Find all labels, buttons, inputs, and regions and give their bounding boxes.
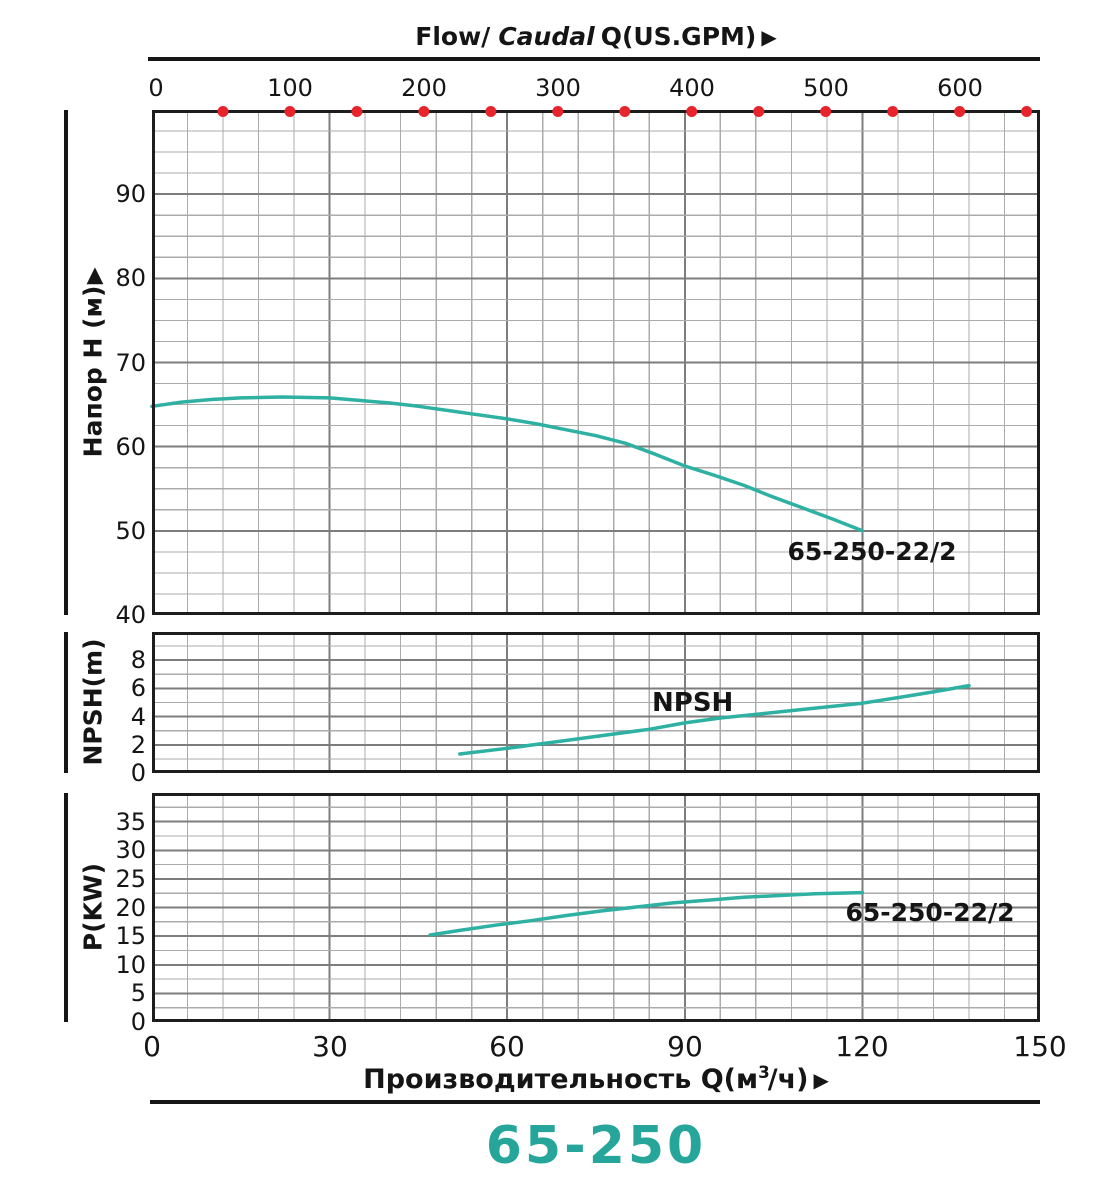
ytick-p-label: 0 (130, 1008, 146, 1036)
bottom-axis-title: Производительность Q(м3/ч) ▶ (152, 1062, 1040, 1095)
gpm-tick-label: 600 (937, 74, 983, 102)
gpm-tick-label: 0 (148, 74, 164, 102)
ytick-p-label: 30 (115, 836, 146, 864)
gpm-tick-label: 500 (803, 74, 849, 102)
top-axis-title-unit: Q(US.GPM) (600, 22, 757, 51)
flow-tick-label: 60 (489, 1030, 525, 1063)
power-curve-label: 65-250-22/2 (845, 898, 1015, 927)
flow-tick-label: 90 (667, 1030, 703, 1063)
ytick-head-label: 70 (115, 349, 146, 377)
flow-tick-label: 30 (312, 1030, 348, 1063)
gpm-tick-label: 100 (267, 74, 313, 102)
ytick-npsh-label: 6 (130, 674, 146, 702)
flow-tick-label: 0 (143, 1030, 161, 1063)
flow-tick-label: 120 (835, 1030, 889, 1063)
head-axis-bracket (64, 110, 68, 615)
up-arrow-icon: ▲ (86, 262, 104, 288)
gpm-tick-label: 200 (401, 74, 447, 102)
ytick-p-label: 5 (130, 979, 146, 1007)
right-arrow-icon: ▶ (761, 25, 777, 49)
ytick-head-label: 90 (115, 180, 146, 208)
ytick-p-label: 10 (115, 951, 146, 979)
gpm-tick-label: 300 (535, 74, 581, 102)
npsh-axis-bracket (64, 632, 68, 773)
ytick-head-label: 40 (115, 601, 146, 629)
bottom-axis-title-unit: /ч) (767, 1064, 809, 1095)
top-axis-title: Flow/Caudal Q(US.GPM) ▶ (152, 22, 1040, 51)
ytick-head-label: 60 (115, 433, 146, 461)
ytick-p-label: 35 (115, 808, 146, 836)
ytick-npsh-label: 2 (130, 731, 146, 759)
npsh-curve-label: NPSH (652, 688, 734, 718)
ytick-npsh-label: 8 (130, 646, 146, 674)
head-chart-panel (150, 106, 1040, 615)
top-axis-title-flow: Flow/ (415, 22, 491, 51)
top-axis-rule (148, 57, 1040, 61)
power-axis-bracket (64, 793, 68, 1022)
ytick-npsh-label: 0 (130, 759, 146, 787)
power-axis-label: P(KW) (78, 862, 108, 952)
flow-tick-label: 150 (1013, 1030, 1067, 1063)
power-chart-panel (152, 793, 1040, 1022)
gpm-tick-label: 400 (669, 74, 715, 102)
pump-model-title: 65-250 (485, 1116, 707, 1176)
head-axis-label: Напор H (м)▲ (78, 263, 108, 458)
npsh-axis-label: NPSH(m) (78, 638, 108, 766)
ytick-head-label: 50 (115, 517, 146, 545)
head-curve-label: 65-250-22/2 (787, 537, 957, 566)
top-axis-title-caudal: Caudal (498, 22, 595, 51)
bottom-axis-title-sup: 3 (758, 1062, 770, 1082)
ytick-head-label: 80 (115, 264, 146, 292)
npsh-chart-panel (152, 632, 1040, 773)
ytick-p-label: 15 (115, 922, 146, 950)
right-arrow-icon: ▶ (813, 1068, 829, 1092)
ytick-p-label: 25 (115, 865, 146, 893)
ytick-p-label: 20 (115, 894, 146, 922)
head-axis-label-text: Напор H (м) (78, 285, 108, 458)
ytick-npsh-label: 4 (130, 703, 146, 731)
bottom-axis-rule (150, 1100, 1040, 1104)
bottom-axis-title-text: Производительность Q(м (363, 1064, 759, 1095)
